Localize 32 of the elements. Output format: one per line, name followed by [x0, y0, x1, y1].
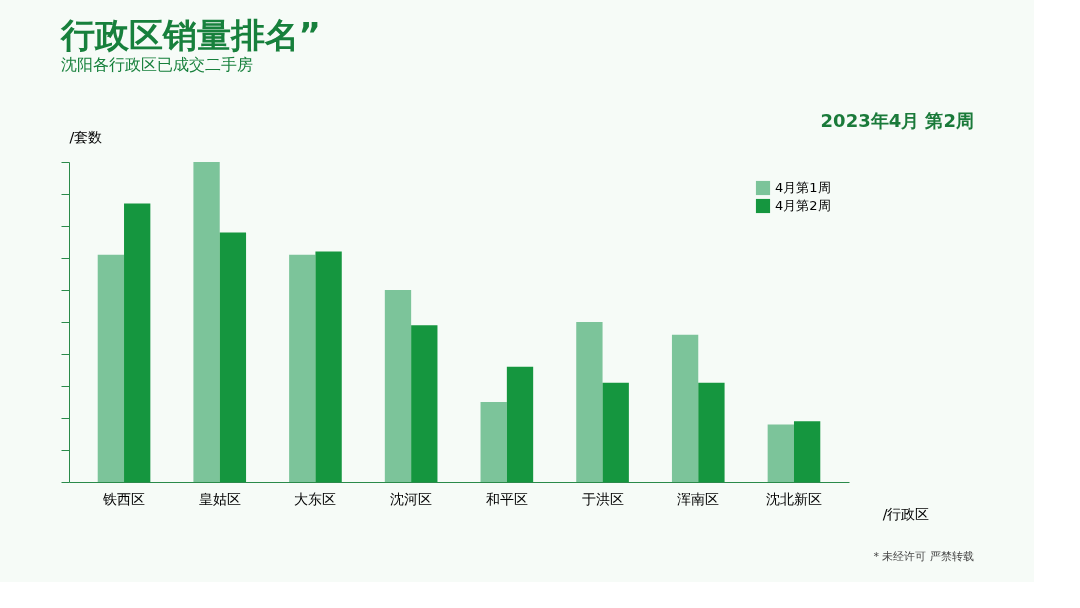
x-tick-label: 铁西区	[102, 490, 146, 507]
bar	[671, 334, 699, 482]
x-axis-title: /行政区	[882, 505, 930, 522]
bar	[480, 402, 507, 482]
text: 2023年4月 第2周	[820, 110, 974, 131]
bar	[384, 290, 412, 482]
legend-label: 4月第1周	[775, 180, 831, 195]
text: * 未经许可 严禁转载	[873, 550, 974, 563]
bar	[219, 232, 247, 482]
bar	[506, 366, 534, 482]
bar	[124, 203, 151, 482]
bar	[315, 251, 342, 482]
x-tick-label: 浑南区	[677, 490, 720, 507]
bar	[698, 382, 725, 482]
bar	[793, 421, 821, 482]
bar	[289, 254, 316, 482]
x-tick-label: 大东区	[294, 490, 337, 507]
x-tick-label: 皇姑区	[198, 490, 241, 507]
bar	[97, 254, 125, 482]
bar	[411, 325, 438, 482]
x-tick-label: 沈河区	[390, 490, 433, 507]
chart-title: 行政区销量排名”	[59, 15, 321, 55]
x-tick-label: 和平区	[485, 490, 528, 507]
x-tick-label: 于洪区	[581, 490, 624, 507]
x-tick-label: 沈北新区	[765, 490, 822, 507]
bar	[602, 382, 629, 482]
bar	[767, 424, 794, 482]
bar	[193, 162, 220, 482]
legend-label: 4月第2周	[775, 198, 831, 213]
y-axis-title: /套数	[69, 128, 103, 145]
chart-subtitle: 沈阳各行政区已成交二手房	[60, 55, 253, 74]
bar	[576, 322, 603, 482]
